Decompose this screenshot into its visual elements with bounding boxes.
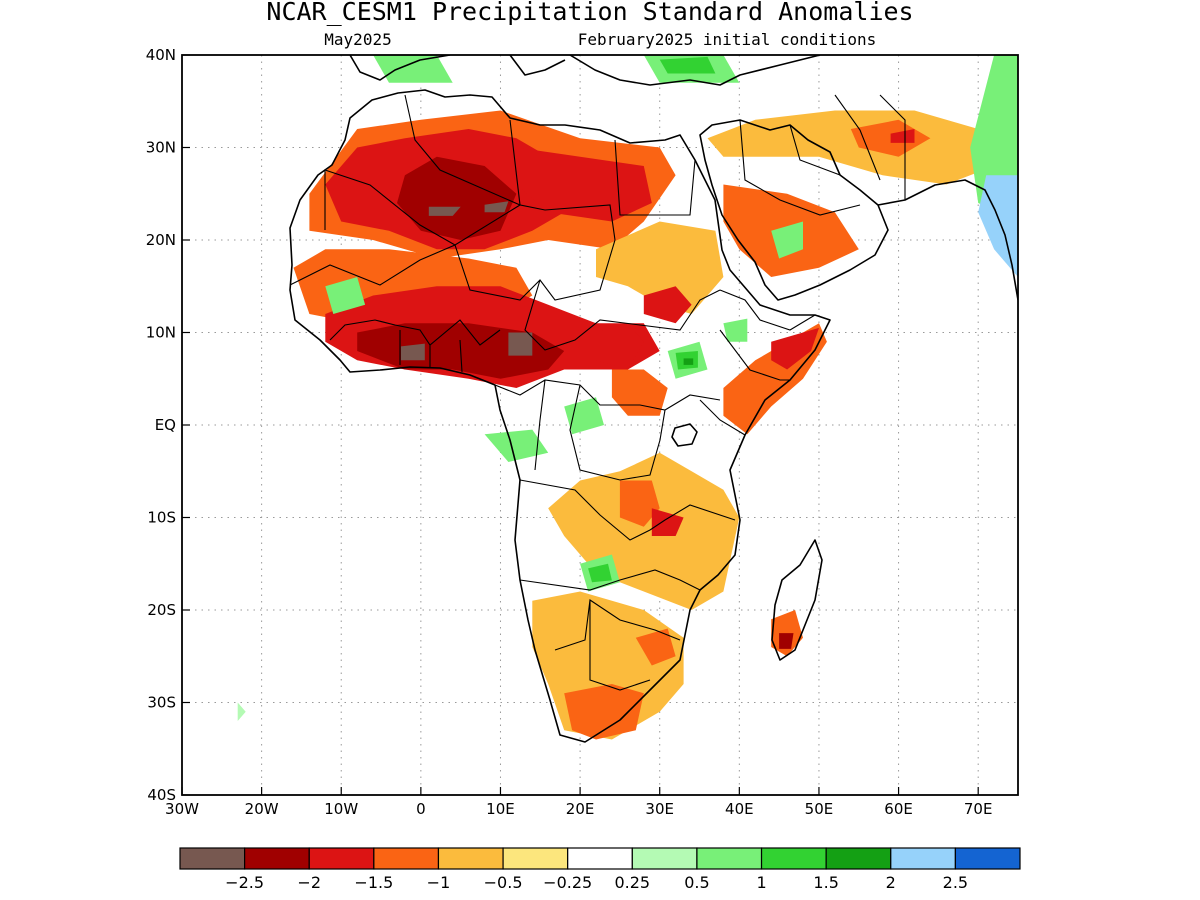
latitude-tick-label: 10S bbox=[147, 509, 176, 527]
latitude-tick-label: 10N bbox=[146, 324, 176, 342]
longitude-tick-label: 10E bbox=[486, 800, 515, 818]
longitude-tick-label: 20E bbox=[566, 800, 595, 818]
border-sahel bbox=[289, 239, 721, 351]
border-libya-egypt bbox=[509, 119, 696, 216]
colorbar-swatch bbox=[631, 847, 698, 870]
lake-victoria bbox=[671, 423, 698, 447]
anomaly-region bbox=[237, 702, 246, 721]
arabia-coastline bbox=[699, 119, 889, 301]
colorbar-label: −2 bbox=[297, 873, 321, 892]
anomaly-field bbox=[237, 55, 1018, 740]
anomaly-region bbox=[564, 397, 604, 435]
latitude-tick-label: EQ bbox=[155, 416, 176, 434]
colorbar-label: 2.5 bbox=[943, 873, 968, 892]
border-central-africa bbox=[494, 379, 721, 481]
colorbar-label: 0.5 bbox=[684, 873, 709, 892]
latitude-tick-label: 30S bbox=[147, 694, 176, 712]
longitude-tick-label: 30E bbox=[645, 800, 674, 818]
colorbar-label: −1 bbox=[427, 873, 451, 892]
madagascar-coastline bbox=[771, 539, 823, 661]
longitude-tick-label: 10W bbox=[324, 800, 358, 818]
colorbar-swatch bbox=[437, 847, 504, 870]
anomaly-region bbox=[484, 429, 549, 462]
colorbar-label: −0.5 bbox=[484, 873, 523, 892]
asia-coastline bbox=[877, 179, 1018, 301]
longitude-tick-label: 50E bbox=[805, 800, 834, 818]
anomaly-region bbox=[373, 55, 453, 83]
colorbar-swatch bbox=[760, 847, 827, 870]
colorbar-swatch bbox=[308, 847, 375, 870]
anomaly-region bbox=[651, 508, 684, 536]
latitude-tick-label: 20N bbox=[146, 231, 176, 249]
anomaly-region bbox=[325, 277, 366, 314]
longitude-tick-label: 40E bbox=[725, 800, 754, 818]
anomaly-region bbox=[596, 323, 644, 370]
anomaly-region bbox=[596, 221, 724, 314]
anomaly-region bbox=[564, 684, 644, 740]
colorbar-label: 0.25 bbox=[614, 873, 650, 892]
anomaly-region bbox=[401, 343, 425, 361]
anomaly-region bbox=[643, 286, 692, 324]
anomaly-region bbox=[619, 480, 660, 527]
colorbar-label: 2 bbox=[886, 873, 896, 892]
colorbar-label: −0.25 bbox=[543, 873, 592, 892]
latitude-tick-label: 20S bbox=[147, 601, 176, 619]
longitude-tick-label: 70E bbox=[964, 800, 993, 818]
colorbar-swatch bbox=[825, 847, 892, 870]
colorbar-swatch bbox=[890, 847, 956, 870]
colorbar-swatch bbox=[696, 847, 763, 870]
colorbar-label: −1.5 bbox=[354, 873, 393, 892]
border-horn bbox=[699, 289, 816, 436]
anomaly-region bbox=[779, 633, 794, 649]
border-west-africa bbox=[329, 319, 501, 373]
anomaly-region bbox=[890, 129, 915, 143]
colorbar-label: 1 bbox=[756, 873, 766, 892]
longitude-tick-label: 20W bbox=[245, 800, 279, 818]
longitude-tick-label: 30W bbox=[165, 800, 199, 818]
anomaly-region bbox=[707, 110, 995, 185]
anomaly-region bbox=[397, 156, 517, 240]
anomaly-region bbox=[516, 147, 652, 222]
longitude-tick-label: 60E bbox=[884, 800, 913, 818]
anomaly-region bbox=[428, 206, 461, 216]
border-southern-africa bbox=[519, 479, 736, 691]
political-borders bbox=[289, 94, 906, 691]
anomaly-region bbox=[659, 56, 716, 74]
anomaly-region bbox=[771, 221, 803, 259]
anomaly-region bbox=[771, 327, 819, 370]
colorbar-swatch bbox=[244, 847, 310, 870]
anomaly-region bbox=[723, 318, 748, 342]
europe-coastline bbox=[349, 55, 821, 86]
colorbar-label: −2.5 bbox=[225, 873, 264, 892]
latitude-tick-label: 30N bbox=[146, 139, 176, 157]
latitude-tick-label: 40S bbox=[147, 786, 176, 804]
anomaly-region bbox=[508, 332, 533, 356]
colorbar-label: 1.5 bbox=[813, 873, 838, 892]
latitude-tick-label: 40N bbox=[146, 46, 176, 64]
forecast-month: May2025 bbox=[324, 30, 391, 49]
anomaly-region bbox=[635, 628, 676, 666]
initial-conditions: February2025 initial conditions bbox=[578, 30, 877, 49]
colorbar-swatch bbox=[179, 847, 246, 870]
colorbar-swatch bbox=[567, 847, 633, 870]
anomaly-region bbox=[611, 369, 668, 416]
longitude-tick-label: 0 bbox=[416, 800, 426, 818]
border-middle-east bbox=[739, 94, 906, 216]
map-panel: 30W 20W 10W 0 10E 20E 30E 40E 50E 60E 70E 40N 30N 20… bbox=[146, 46, 1019, 818]
colorbar-swatch bbox=[954, 847, 1021, 870]
anomaly-region bbox=[484, 201, 509, 213]
colorbar: −2.5 −2 −1.5 −1 −0.5 −0.25 0.25 0.5 1 1.5 2 2.5 bbox=[179, 847, 1021, 892]
longitude-axis: 30W 20W 10W 0 10E 20E 30E 40E 50E 60E 70E bbox=[165, 787, 992, 818]
latitude-axis: 40N 30N 20N 10N EQ 10S 20S 30S 40S bbox=[146, 46, 190, 804]
colorbar-swatch bbox=[502, 847, 569, 870]
anomaly-region bbox=[683, 358, 694, 365]
africa-coastline bbox=[289, 89, 831, 743]
anomaly-region bbox=[588, 563, 612, 583]
colorbar-swatch bbox=[373, 847, 440, 870]
figure-title: NCAR_CESM1 Precipitation Standard Anomal… bbox=[266, 0, 913, 26]
coastlines bbox=[289, 55, 1018, 743]
